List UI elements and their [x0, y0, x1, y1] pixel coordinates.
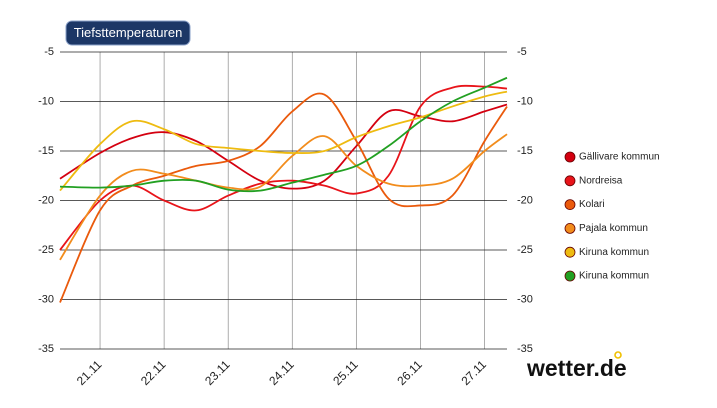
- legend-label: Kiruna kommun: [579, 247, 649, 258]
- y-tick-label: -20: [38, 194, 54, 206]
- line: [59, 84, 508, 251]
- y-tick-label: -25: [38, 244, 54, 256]
- title-badge: [65, 20, 191, 46]
- line: [59, 92, 508, 303]
- x-tick-label: 24.11: [266, 357, 297, 388]
- legend-label: Kolari: [579, 199, 605, 210]
- legend-label: Pajala kommun: [579, 223, 648, 234]
- legend-marker: [564, 222, 576, 234]
- y-tick-label: -35: [38, 343, 54, 355]
- y2-tick-label: -25: [517, 244, 533, 256]
- line: [59, 90, 508, 192]
- legend-marker: [564, 151, 576, 163]
- x-tick-label: 27.11: [458, 357, 489, 388]
- legend-label: Gällivare kommun: [579, 152, 660, 163]
- logo: wetter.de: [526, 355, 627, 381]
- x-tick-label: 22.11: [138, 357, 169, 388]
- legend-label: Nordreisa: [579, 175, 623, 186]
- legend-marker: [564, 199, 576, 211]
- legend-marker: [564, 175, 576, 187]
- x-tick-label: 21.11: [74, 357, 105, 388]
- line: [59, 76, 508, 193]
- y2-tick-label: -15: [517, 145, 533, 157]
- y2-tick-label: -5: [517, 46, 527, 58]
- logo-dot: [614, 351, 622, 359]
- x-tick-label: 25.11: [330, 357, 361, 388]
- y2-tick-label: -35: [517, 343, 533, 355]
- y-tick-label: -15: [38, 145, 54, 157]
- y2-tick-label: -30: [517, 293, 533, 305]
- y-tick-label: -5: [44, 46, 54, 58]
- legend-marker: [564, 246, 576, 258]
- legend-marker: [564, 270, 576, 282]
- line: [59, 133, 508, 261]
- line: [59, 103, 508, 190]
- x-tick-label: 26.11: [394, 357, 425, 388]
- y-tick-label: -10: [38, 95, 54, 107]
- y2-tick-label: -20: [517, 194, 533, 206]
- legend-label: Kiruna kommun: [579, 271, 649, 282]
- x-tick-label: 23.11: [202, 357, 233, 388]
- y2-tick-label: -10: [517, 95, 533, 107]
- y-tick-label: -30: [38, 293, 54, 305]
- chart-title: Tiefsttemperaturen: [74, 25, 183, 40]
